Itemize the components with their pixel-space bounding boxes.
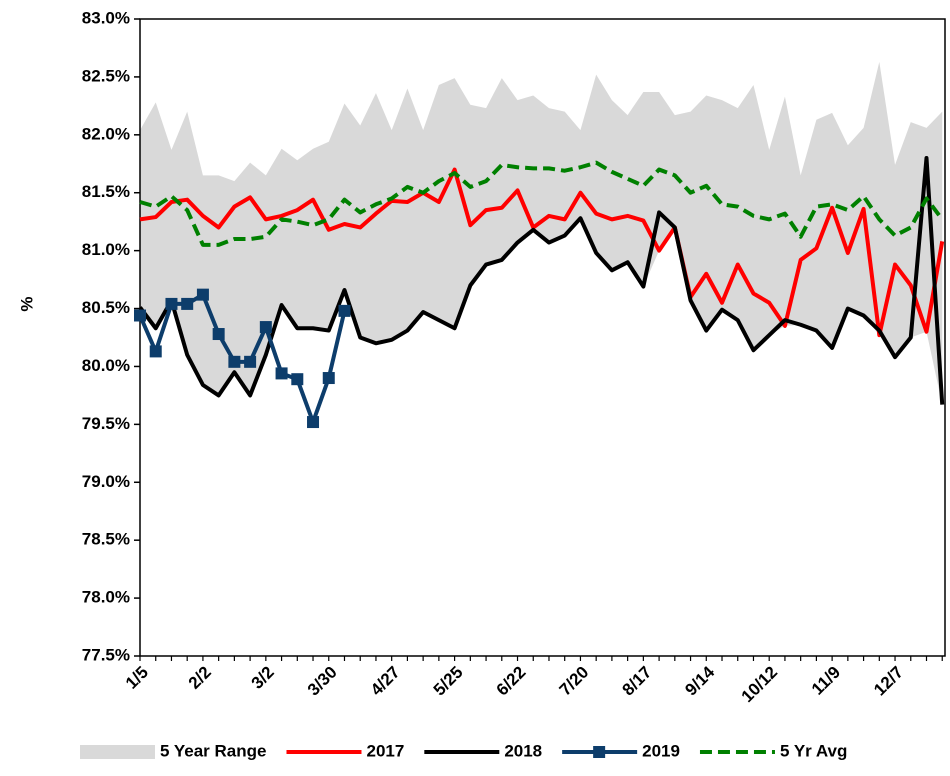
x-tick-label: 1/5 xyxy=(122,663,152,693)
y-tick-label: 81.5% xyxy=(82,182,130,201)
series-marker xyxy=(212,328,225,341)
y-tick-label: 79.5% xyxy=(82,414,130,433)
y-tick-label: 78.5% xyxy=(82,530,130,549)
series-marker xyxy=(134,309,146,322)
x-tick-label: 3/2 xyxy=(248,663,278,693)
y-tick-label: 79.0% xyxy=(82,472,130,491)
y-tick-label: 81.0% xyxy=(82,240,130,259)
x-tick-label: 9/14 xyxy=(681,662,718,699)
legend-label: 2017 xyxy=(366,741,404,760)
series-marker xyxy=(307,416,320,429)
series-marker xyxy=(275,367,288,380)
x-tick-label: 2/2 xyxy=(185,663,215,693)
x-tick-label: 11/9 xyxy=(808,663,844,699)
series-marker xyxy=(181,297,194,310)
y-tick-label: 77.5% xyxy=(82,645,130,664)
legend-label: 5 Yr Avg xyxy=(780,741,847,760)
series-marker xyxy=(165,297,178,310)
series-marker xyxy=(196,288,209,301)
legend-label: 5 Year Range xyxy=(160,741,266,760)
series-line xyxy=(138,155,945,405)
x-tick-label: 7/20 xyxy=(556,663,593,700)
x-tick-label: 8/17 xyxy=(619,663,656,700)
y-tick-label: 82.5% xyxy=(82,66,130,85)
y-tick-label: 80.0% xyxy=(82,356,130,375)
series-line xyxy=(139,167,945,338)
series-marker xyxy=(244,355,257,368)
x-tick-label: 4/27 xyxy=(367,663,404,700)
y-tick-label: 80.5% xyxy=(82,298,130,317)
x-tick-label: 5/25 xyxy=(430,663,467,700)
y-axis-label: % xyxy=(17,296,36,311)
legend-label: 2019 xyxy=(642,741,680,760)
x-tick-label: 3/30 xyxy=(304,663,341,700)
legend-marker xyxy=(593,746,606,758)
series-line xyxy=(139,160,944,247)
legend-label: 2018 xyxy=(504,741,542,760)
series-marker xyxy=(338,304,351,317)
series-marker xyxy=(291,373,304,386)
y-tick-label: 82.0% xyxy=(82,124,130,143)
series-marker xyxy=(259,321,272,334)
x-tick-label: 12/7 xyxy=(870,663,907,700)
range-area xyxy=(140,61,943,405)
y-tick-label: 78.0% xyxy=(82,588,130,607)
x-tick-label: 10/12 xyxy=(738,663,782,707)
x-tick-label: 6/22 xyxy=(493,663,530,700)
series-marker xyxy=(149,345,162,358)
y-tick-label: 83.0% xyxy=(82,8,130,27)
legend-swatch xyxy=(80,745,155,759)
series-marker xyxy=(322,372,335,385)
plot-frame xyxy=(139,18,946,657)
series-marker xyxy=(228,355,241,368)
